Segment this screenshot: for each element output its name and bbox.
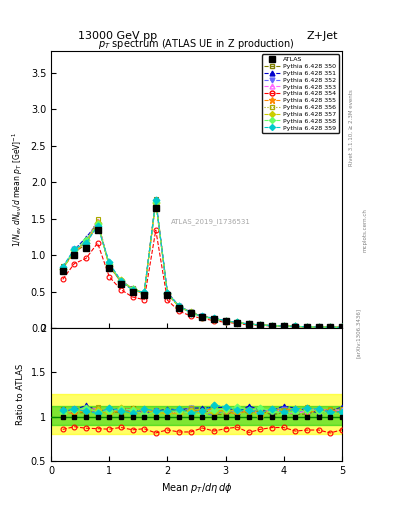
Y-axis label: Ratio to ATLAS: Ratio to ATLAS	[16, 364, 25, 425]
ATLAS	[177, 305, 182, 311]
ATLAS	[61, 268, 65, 274]
ATLAS	[142, 292, 147, 298]
Text: ATLAS_2019_I1736531: ATLAS_2019_I1736531	[171, 218, 251, 225]
Text: [arXiv:1306.3436]: [arXiv:1306.3436]	[356, 308, 361, 358]
ATLAS	[119, 281, 123, 287]
ATLAS	[258, 322, 263, 328]
ATLAS	[293, 324, 298, 330]
ATLAS	[270, 323, 274, 329]
Line: ATLAS: ATLAS	[60, 205, 345, 330]
ATLAS	[107, 265, 112, 271]
ATLAS	[235, 320, 240, 326]
ATLAS	[130, 288, 135, 294]
ATLAS	[316, 324, 321, 330]
Legend: ATLAS, Pythia 6.428 350, Pythia 6.428 351, Pythia 6.428 352, Pythia 6.428 353, P: ATLAS, Pythia 6.428 350, Pythia 6.428 35…	[262, 54, 339, 133]
ATLAS	[281, 323, 286, 329]
ATLAS	[328, 324, 332, 330]
ATLAS	[188, 310, 193, 316]
ATLAS	[84, 245, 88, 251]
ATLAS	[305, 324, 309, 330]
Text: 13000 GeV pp: 13000 GeV pp	[78, 31, 158, 41]
ATLAS	[211, 316, 216, 322]
X-axis label: Mean $p_T/d\eta\,d\phi$: Mean $p_T/d\eta\,d\phi$	[161, 481, 232, 495]
ATLAS	[165, 292, 170, 298]
ATLAS	[95, 227, 100, 233]
Y-axis label: $1/N_{ev}$ $dN_{ev}/d$ mean $p_T$ [GeV]$^{-1}$: $1/N_{ev}$ $dN_{ev}/d$ mean $p_T$ [GeV]$…	[11, 132, 25, 247]
ATLAS	[246, 321, 251, 327]
Text: Z+Jet: Z+Jet	[307, 31, 338, 41]
Text: Rivet 3.1.10, ≥ 2.3M events: Rivet 3.1.10, ≥ 2.3M events	[349, 90, 354, 166]
ATLAS	[223, 318, 228, 325]
ATLAS	[72, 252, 77, 258]
Title: $p_T$ spectrum (ATLAS UE in Z production): $p_T$ spectrum (ATLAS UE in Z production…	[98, 37, 295, 51]
ATLAS	[340, 324, 344, 330]
ATLAS	[200, 314, 205, 320]
Text: mcplots.cern.ch: mcplots.cern.ch	[362, 208, 367, 252]
ATLAS	[153, 205, 158, 211]
